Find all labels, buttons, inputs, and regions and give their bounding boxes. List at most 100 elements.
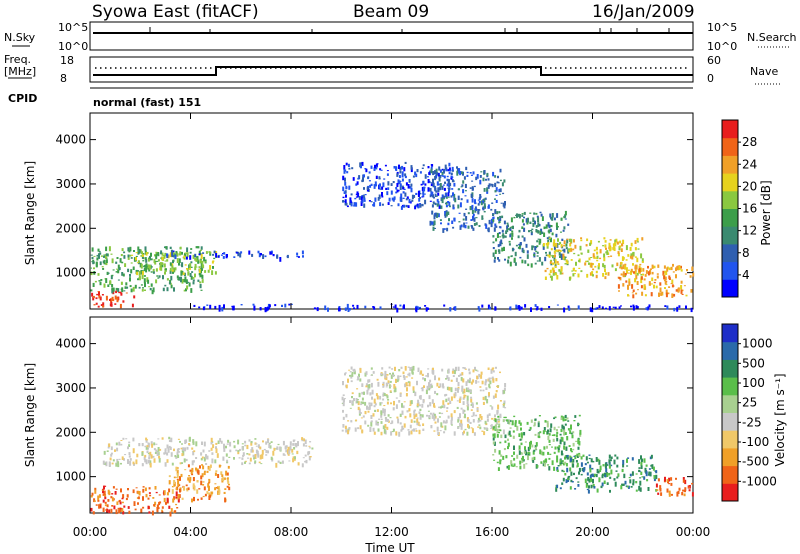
data-cell (535, 307, 538, 311)
data-cell (574, 455, 577, 457)
data-cell (603, 480, 606, 484)
data-cell (223, 448, 226, 452)
data-cell (259, 446, 262, 450)
data-cell (386, 173, 389, 176)
data-cell (563, 226, 566, 230)
data-cell (168, 505, 171, 509)
data-cell (292, 456, 295, 460)
data-cell (406, 410, 409, 413)
data-cell (128, 250, 131, 253)
data-cell (302, 255, 304, 258)
cpid-value: normal (fast) 151 (93, 96, 201, 109)
data-cell (179, 462, 182, 465)
data-cell (387, 202, 390, 205)
data-cell (426, 414, 428, 417)
data-cell (208, 495, 211, 500)
data-cell (358, 175, 361, 180)
data-cell (157, 438, 160, 440)
data-cell (281, 460, 284, 464)
data-cell (362, 415, 365, 418)
data-cell (467, 389, 470, 393)
colorbar-swatch (722, 190, 738, 209)
data-cell (214, 271, 217, 275)
data-cell (373, 398, 376, 404)
data-cell (503, 448, 506, 451)
data-cell (559, 241, 562, 244)
data-cell (476, 375, 479, 380)
data-cell (547, 224, 550, 227)
data-cell (578, 441, 581, 446)
data-cell (578, 267, 581, 269)
data-cell (161, 256, 164, 261)
data-cell (381, 186, 384, 190)
data-cell (550, 216, 553, 220)
y-tick-label: 1000 (55, 470, 86, 484)
data-cell (110, 253, 113, 255)
data-cell (164, 246, 166, 249)
data-cell (488, 183, 491, 187)
data-cell (383, 408, 386, 413)
data-cell (414, 171, 417, 176)
data-cell (103, 259, 106, 265)
data-cell (181, 278, 184, 284)
data-cell (364, 420, 367, 425)
data-cell (429, 220, 432, 226)
data-cell (666, 488, 669, 493)
data-cell (125, 282, 128, 286)
data-cell (449, 182, 452, 187)
data-cell (451, 166, 454, 171)
data-cell (498, 226, 501, 228)
data-cell (473, 432, 476, 436)
data-cell (143, 278, 146, 284)
data-cell (253, 457, 256, 460)
data-cell (546, 237, 549, 240)
data-cell (632, 263, 634, 266)
data-cell (636, 306, 639, 309)
data-cell (342, 416, 345, 420)
data-cell (529, 445, 531, 450)
data-cell (480, 416, 483, 420)
data-cell (650, 283, 653, 285)
data-cell (478, 200, 481, 204)
data-cell (494, 424, 497, 430)
data-cell (566, 457, 569, 460)
data-cell (609, 246, 612, 252)
data-cell (216, 487, 219, 490)
data-cell (365, 385, 368, 388)
data-cell (129, 458, 132, 461)
data-cell (434, 170, 436, 175)
data-cell (427, 166, 430, 169)
data-cell (126, 286, 129, 289)
data-cell (552, 242, 555, 247)
data-cell (492, 454, 495, 456)
data-cell (345, 384, 348, 389)
data-cell (560, 436, 563, 439)
data-cell (559, 256, 561, 258)
data-cell (374, 409, 377, 412)
data-cell (368, 200, 371, 202)
data-cell (253, 305, 256, 311)
data-cell (434, 421, 437, 424)
data-cell (570, 479, 573, 483)
y-tick-label: 4000 (55, 133, 86, 147)
data-cell (181, 443, 183, 445)
data-cell (467, 379, 469, 383)
data-cell (534, 262, 537, 265)
data-cell (666, 479, 669, 482)
data-cell (448, 187, 451, 190)
data-cell (532, 222, 535, 227)
data-cell (248, 250, 251, 255)
data-cell (543, 462, 546, 467)
data-cell (564, 456, 566, 460)
data-cell (158, 275, 161, 278)
data-cell (470, 381, 473, 385)
data-cell (438, 177, 441, 181)
data-cell (159, 448, 162, 451)
data-cell (404, 161, 407, 164)
data-cell (183, 256, 186, 260)
data-cell (152, 268, 155, 272)
data-cell (663, 279, 666, 282)
data-cell (556, 213, 559, 218)
data-cell (393, 166, 396, 169)
data-cell (363, 203, 366, 208)
